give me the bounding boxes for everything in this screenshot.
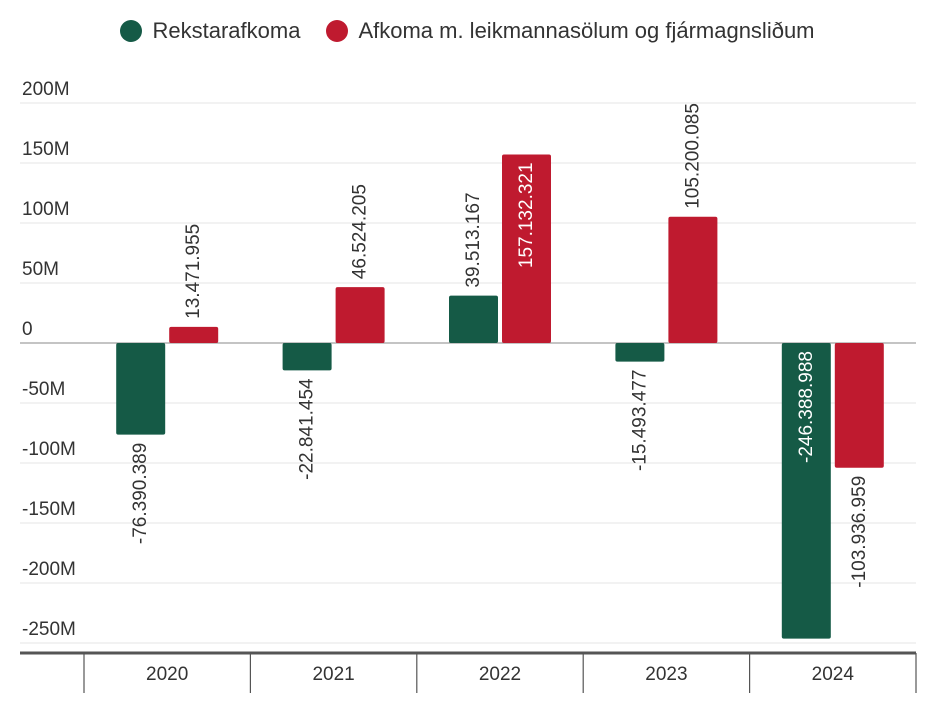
legend-swatch-rekstarafkoma [120,20,143,42]
data-label: -246.388.988 [796,351,817,463]
y-tick-label: -200M [22,559,76,580]
bar-afkoma-2022 [502,154,551,343]
data-label: 13.471.955 [183,224,204,319]
x-tick-label: 2023 [645,664,687,685]
y-tick-label: -150M [22,499,76,520]
data-label: 157.132.321 [516,162,537,268]
y-tick-label: 200M [22,79,70,100]
x-tick-label: 2024 [812,664,855,685]
legend-label-rekstarafkoma: Rekstarafkoma [152,18,301,43]
data-label: -76.390.389 [130,443,151,544]
x-tick-label: 2022 [479,664,521,685]
legend-swatch-afkoma [326,20,349,42]
y-tick-label: -50M [22,379,65,400]
y-tick-label: -100M [22,439,76,460]
y-tick-label: 100M [22,199,70,220]
data-label: 39.513.167 [463,192,484,287]
bar-afkoma-2020 [169,326,219,343]
bar-rekstarafkoma-2021 [282,343,332,371]
data-label: -103.936.959 [849,476,870,588]
legend-item-afkoma[interactable]: Afkoma m. leikmannasölum og fjármagnslið… [326,18,815,44]
data-label: 105.200.085 [682,103,703,209]
y-tick-label: 50M [22,259,59,280]
legend-label-afkoma: Afkoma m. leikmannasölum og fjármagnslið… [358,18,815,43]
x-tick-label: 2020 [146,664,188,685]
bar-rekstarafkoma-2024 [781,343,831,639]
bar-afkoma-2023 [668,216,718,343]
bar-afkoma-2024 [834,343,884,468]
data-label: -22.841.454 [297,378,318,480]
legend-item-rekstarafkoma[interactable]: Rekstarafkoma [120,18,300,44]
data-label: -15.493.477 [629,370,650,471]
y-tick-label: -250M [22,619,76,640]
x-tick-label: 2021 [312,664,354,685]
bar-rekstarafkoma-2022 [449,295,498,343]
y-tick-label: 150M [22,139,70,160]
y-tick-label: 0 [22,319,33,340]
data-label: 46.524.205 [350,184,371,279]
legend: Rekstarafkoma Afkoma m. leikmannasölum o… [0,18,935,44]
bar-afkoma-2021 [335,287,385,343]
bar-rekstarafkoma-2023 [615,343,665,362]
bar-rekstarafkoma-2020 [116,343,166,435]
